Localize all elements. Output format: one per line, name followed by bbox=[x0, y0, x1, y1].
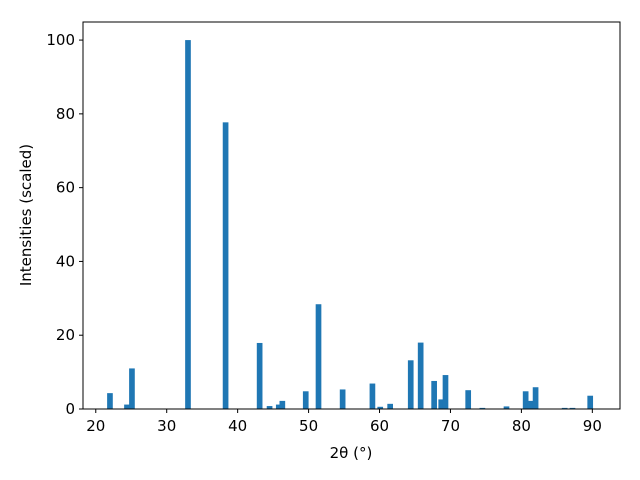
bar bbox=[266, 406, 273, 409]
y-tick-label: 60 bbox=[56, 179, 75, 197]
bar bbox=[339, 389, 346, 409]
y-tick-label: 40 bbox=[56, 252, 75, 270]
bar bbox=[377, 406, 384, 409]
bar bbox=[315, 304, 322, 409]
x-tick-label: 90 bbox=[583, 417, 602, 435]
x-tick-label: 70 bbox=[441, 417, 460, 435]
y-tick-label: 100 bbox=[46, 31, 75, 49]
bar bbox=[275, 404, 282, 409]
bar bbox=[407, 360, 414, 409]
bar bbox=[431, 380, 437, 409]
y-tick-label: 80 bbox=[56, 105, 75, 123]
bar bbox=[279, 400, 286, 409]
bar bbox=[107, 393, 113, 409]
bar bbox=[465, 390, 472, 409]
x-tick-label: 20 bbox=[86, 417, 105, 435]
bar bbox=[442, 375, 449, 409]
x-tick-label: 50 bbox=[299, 417, 318, 435]
bar bbox=[222, 122, 229, 410]
bar bbox=[124, 404, 130, 409]
y-axis-label: Intensities (scaled) bbox=[17, 144, 35, 286]
x-tick-label: 30 bbox=[157, 417, 176, 435]
bar bbox=[369, 383, 376, 409]
bar bbox=[569, 407, 576, 409]
bar bbox=[417, 342, 424, 409]
bar bbox=[503, 406, 510, 409]
bar bbox=[302, 391, 309, 409]
y-tick-label: 0 bbox=[65, 400, 75, 418]
y-tick-label: 20 bbox=[56, 326, 75, 344]
bar bbox=[256, 342, 263, 409]
bar bbox=[528, 400, 535, 409]
bar bbox=[479, 407, 486, 409]
bar bbox=[185, 40, 191, 410]
bar bbox=[129, 368, 135, 409]
x-axis-label: 2θ (°) bbox=[330, 444, 373, 462]
bar bbox=[522, 391, 529, 409]
plot-frame bbox=[82, 21, 621, 410]
bar bbox=[587, 395, 594, 409]
bar bbox=[438, 399, 445, 409]
x-tick-label: 80 bbox=[512, 417, 531, 435]
bar bbox=[532, 387, 539, 409]
x-tick-label: 40 bbox=[228, 417, 247, 435]
x-tick-label: 60 bbox=[370, 417, 389, 435]
bar bbox=[561, 407, 568, 409]
bar bbox=[387, 403, 393, 409]
